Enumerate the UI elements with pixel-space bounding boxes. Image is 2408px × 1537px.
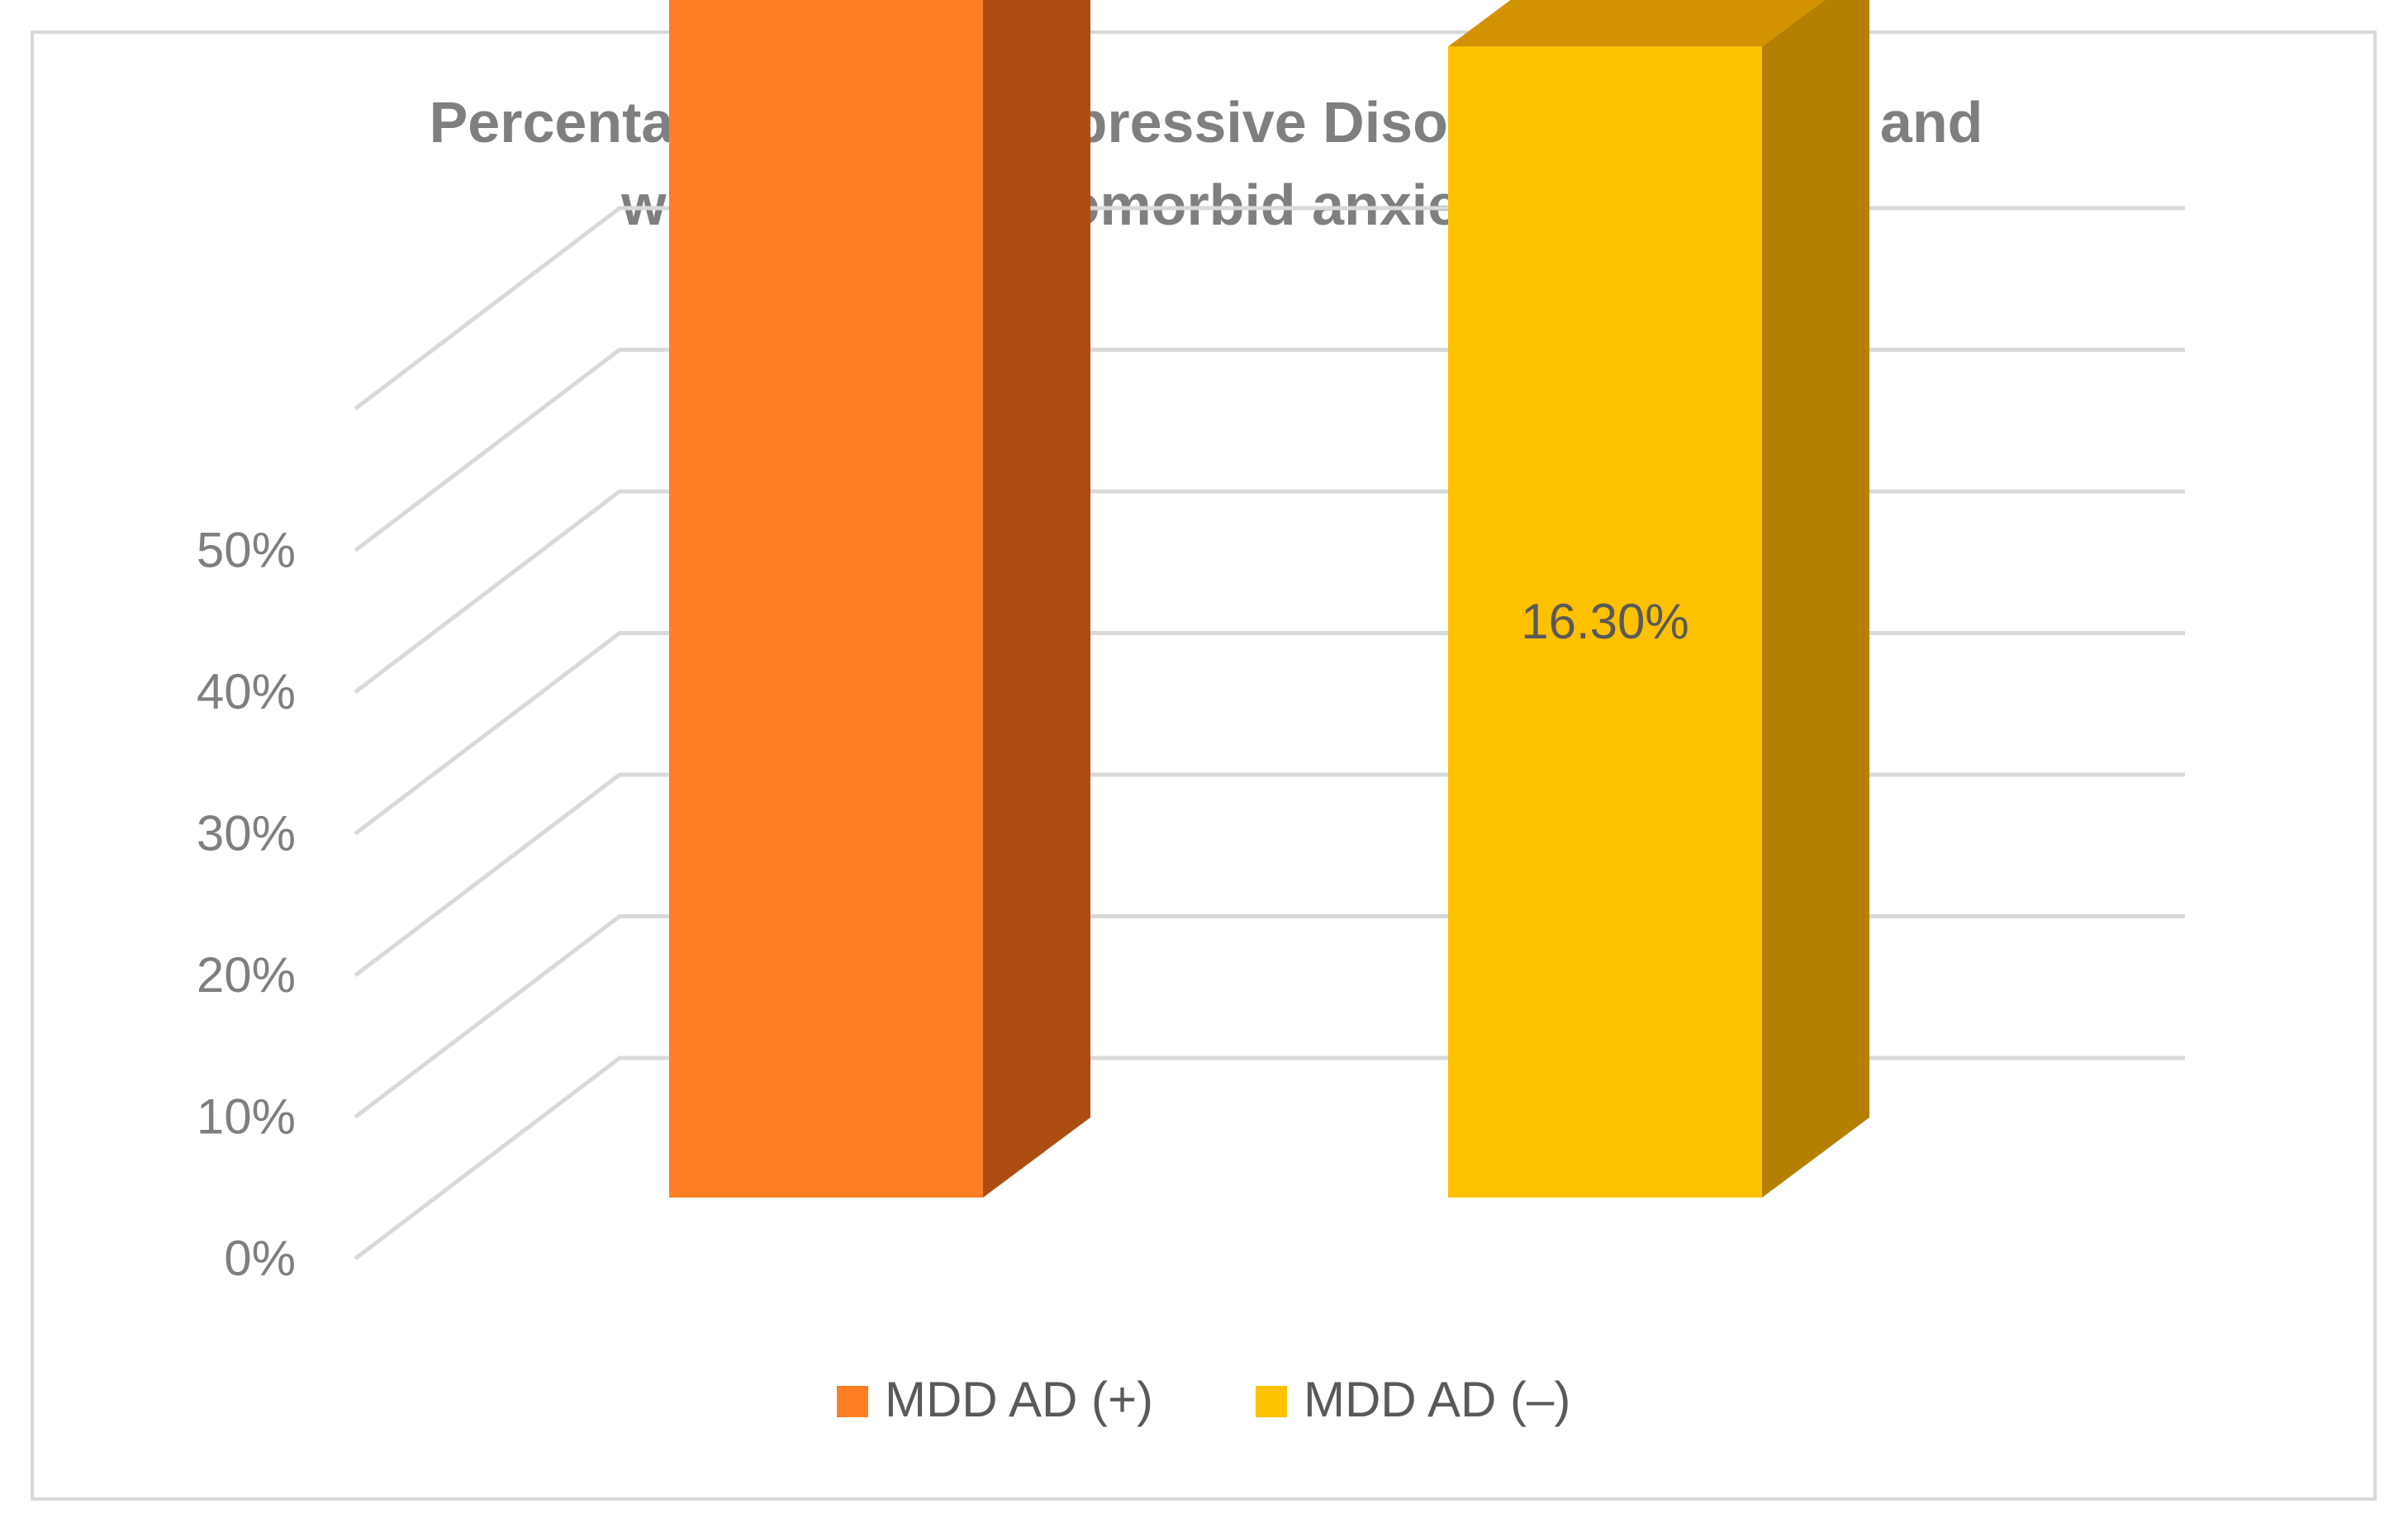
bar <box>669 0 983 1198</box>
legend: MDD AD (+) MDD AD (–) <box>837 1372 1570 1427</box>
gridline <box>354 914 2185 1119</box>
bar <box>1448 46 1762 1198</box>
legend-swatch <box>837 1386 868 1417</box>
chart-frame <box>31 31 2377 1501</box>
gridline <box>354 489 2185 694</box>
bar-top-face <box>1448 0 1825 47</box>
y-tick-label: 40% <box>197 664 296 719</box>
y-tick-label: 50% <box>197 523 296 578</box>
y-tick-label: 10% <box>197 1089 296 1145</box>
gridlines <box>354 206 2185 1260</box>
gridline <box>354 631 2185 836</box>
bar-side-face <box>983 0 1090 1198</box>
legend-label: MDD AD (–) <box>1304 1372 1570 1427</box>
gridline <box>354 206 2185 410</box>
data-label: 16.30% <box>1521 594 1689 649</box>
data-labels: 50%16.30% <box>1521 594 1689 649</box>
legend-swatch <box>1256 1386 1287 1417</box>
y-tick-label: 20% <box>197 947 296 1003</box>
y-tick-label: 30% <box>197 806 296 861</box>
y-tick-label: 0% <box>224 1231 296 1286</box>
bars <box>669 0 1869 1198</box>
bar-side-face <box>1762 0 1869 1198</box>
gridline <box>354 772 2185 977</box>
gridline <box>354 348 2185 553</box>
legend-label: MDD AD (+) <box>885 1372 1153 1427</box>
gridline <box>354 1056 2185 1260</box>
y-axis-ticks: 0% 10% 20% 30% 40% 50% <box>197 523 296 1287</box>
